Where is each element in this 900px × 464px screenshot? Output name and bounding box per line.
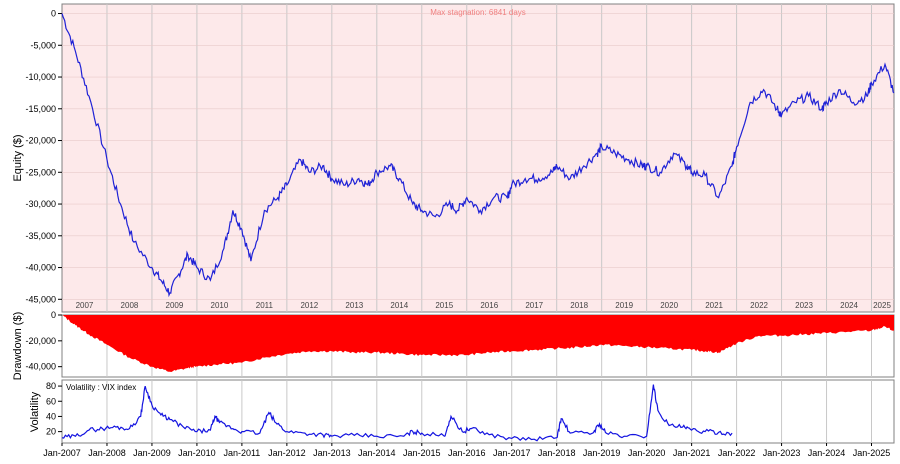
volatility-grid — [106, 380, 873, 443]
x-tick-label: Jan-2022 — [718, 448, 756, 458]
y-tick-label: -40,000 — [25, 263, 56, 273]
x-tick-label: Jan-2018 — [538, 448, 576, 458]
equity-year-labels: 2007 2008 2009 2010 2011 2012 2013 2014 2015 2016… — [76, 301, 892, 310]
y-tick-label: 0 — [51, 310, 56, 320]
x-tick-label: Jan-2009 — [133, 448, 171, 458]
equity-plot-area — [61, 3, 895, 313]
year-label: 2010 — [211, 301, 229, 310]
year-label: 2007 — [76, 301, 94, 310]
y-tick-label: 60 — [46, 396, 56, 406]
x-tick-label: Jan-2013 — [313, 448, 351, 458]
y-tick-label: 80 — [46, 381, 56, 391]
volatility-legend: Volatility : VIX index — [66, 383, 136, 392]
x-tick-label: Jan-2015 — [403, 448, 441, 458]
volatility-y-ticks: 80 60 40 20 — [46, 381, 62, 437]
y-tick-label: 20 — [46, 427, 56, 437]
x-axis-labels: Jan-2007 Jan-2008 Jan-2009 Jan-2010 Jan-2011… — [43, 443, 890, 458]
x-tick-label: Jan-2019 — [583, 448, 621, 458]
x-tick-label: Jan-2023 — [763, 448, 801, 458]
year-label: 2011 — [256, 301, 274, 310]
x-tick-label: Jan-2025 — [853, 448, 891, 458]
drawdown-y-axis-label: Drawdown ($) — [12, 312, 24, 380]
drawdown-area — [62, 315, 894, 372]
y-tick-label: -20,000 — [25, 136, 56, 146]
year-label: 2018 — [570, 301, 588, 310]
year-label: 2009 — [166, 301, 184, 310]
year-label: 2008 — [121, 301, 139, 310]
equity-y-ticks: 0 -5,000 -10,000 -15,000 -20,000 -25,000 -30,0… — [25, 9, 62, 304]
x-tick-label: Jan-2020 — [628, 448, 666, 458]
x-tick-label: Jan-2021 — [673, 448, 711, 458]
x-tick-label: Jan-2017 — [493, 448, 531, 458]
y-tick-label: -40,000 — [25, 362, 56, 372]
y-tick-label: -15,000 — [25, 104, 56, 114]
year-label: 2025 — [873, 301, 891, 310]
equity-y-axis-label: Equity ($) — [12, 134, 24, 181]
volatility-y-axis-label: Volatility — [29, 391, 41, 432]
y-tick-label: 0 — [51, 9, 56, 19]
y-tick-label: -30,000 — [25, 199, 56, 209]
drawdown-y-ticks: 0 -20,000 -40,000 — [25, 310, 62, 372]
volatility-plot-area — [61, 379, 895, 444]
x-tick-label: Jan-2014 — [358, 448, 396, 458]
x-tick-label: Jan-2016 — [448, 448, 486, 458]
year-label: 2024 — [840, 301, 858, 310]
y-tick-label: -45,000 — [25, 294, 56, 304]
x-tick-label: Jan-2008 — [88, 448, 126, 458]
x-tick-label: Jan-2012 — [268, 448, 306, 458]
year-label: 2016 — [480, 301, 498, 310]
y-tick-label: -5,000 — [30, 40, 56, 50]
equity-line — [61, 13, 895, 298]
year-label: 2022 — [750, 301, 768, 310]
y-tick-label: -10,000 — [25, 72, 56, 82]
year-label: 2023 — [795, 301, 813, 310]
x-tick-label: Jan-2011 — [223, 448, 260, 458]
x-tick-label: Jan-2024 — [808, 448, 846, 458]
year-label: 2019 — [615, 301, 633, 310]
year-label: 2012 — [300, 301, 318, 310]
x-tick-label: Jan-2010 — [178, 448, 216, 458]
equity-grid — [62, 4, 894, 312]
vix-line — [61, 384, 733, 442]
y-tick-label: -35,000 — [25, 231, 56, 241]
year-label: 2015 — [435, 301, 453, 310]
year-label: 2017 — [525, 301, 543, 310]
y-tick-label: 40 — [46, 411, 56, 421]
x-tick-label: Jan-2007 — [43, 448, 81, 458]
y-tick-label: -25,000 — [25, 167, 56, 177]
year-label: 2014 — [390, 301, 408, 310]
year-label: 2013 — [345, 301, 363, 310]
year-label: 2021 — [705, 301, 723, 310]
y-tick-label: -20,000 — [25, 336, 56, 346]
max-stagnation-annotation: Max stagnation: 6841 days — [430, 8, 526, 17]
year-label: 2020 — [660, 301, 678, 310]
